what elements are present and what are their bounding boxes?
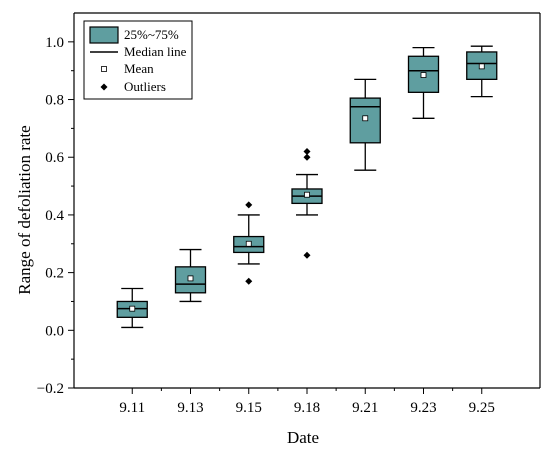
outlier-point xyxy=(303,147,311,155)
y-axis-title: Range of defoliation rate xyxy=(15,125,34,294)
mean-marker xyxy=(362,115,369,122)
box-9.21 xyxy=(349,97,381,144)
outlier-point xyxy=(245,201,253,209)
x-tick-label: 9.21 xyxy=(352,400,378,416)
mean-marker xyxy=(187,275,194,282)
legend-box-swatch xyxy=(89,26,119,44)
x-tick-label: 9.23 xyxy=(410,400,436,416)
outlier-point xyxy=(245,277,253,285)
y-tick-label: −0.2 xyxy=(37,381,64,397)
x-tick-label: 9.25 xyxy=(469,400,495,416)
legend-mean-swatch xyxy=(101,66,107,72)
y-tick-label: 0.8 xyxy=(45,93,64,109)
mean-marker xyxy=(478,63,485,70)
y-tick-label: 0.6 xyxy=(45,150,64,166)
x-tick-label: 9.11 xyxy=(119,400,145,416)
legend-label-mean: Mean xyxy=(124,61,154,76)
x-tick-label: 9.15 xyxy=(236,400,262,416)
mean-marker xyxy=(129,305,136,312)
mean-marker xyxy=(304,191,310,198)
legend-label-median: Median line xyxy=(124,44,187,59)
mean-marker xyxy=(245,240,252,247)
outlier-point xyxy=(303,153,311,161)
legend-label-box: 25%~75% xyxy=(124,27,179,42)
legend-outlier-swatch xyxy=(100,83,108,91)
y-tick-label: 0.2 xyxy=(45,266,64,282)
x-tick-label: 9.18 xyxy=(294,400,320,416)
outlier-point xyxy=(303,251,311,259)
mean-marker xyxy=(420,72,427,78)
y-tick-label: 0.4 xyxy=(45,208,64,224)
y-tick-label: 1.0 xyxy=(45,35,64,51)
legend: 25%~75% Median line Mean Outliers xyxy=(83,20,193,100)
legend-label-outliers: Outliers xyxy=(124,79,166,94)
x-tick-label: 9.13 xyxy=(177,400,203,416)
y-tick-label: 0.0 xyxy=(45,323,64,339)
legend-frame xyxy=(83,20,193,100)
x-axis-title: Date xyxy=(287,428,319,447)
